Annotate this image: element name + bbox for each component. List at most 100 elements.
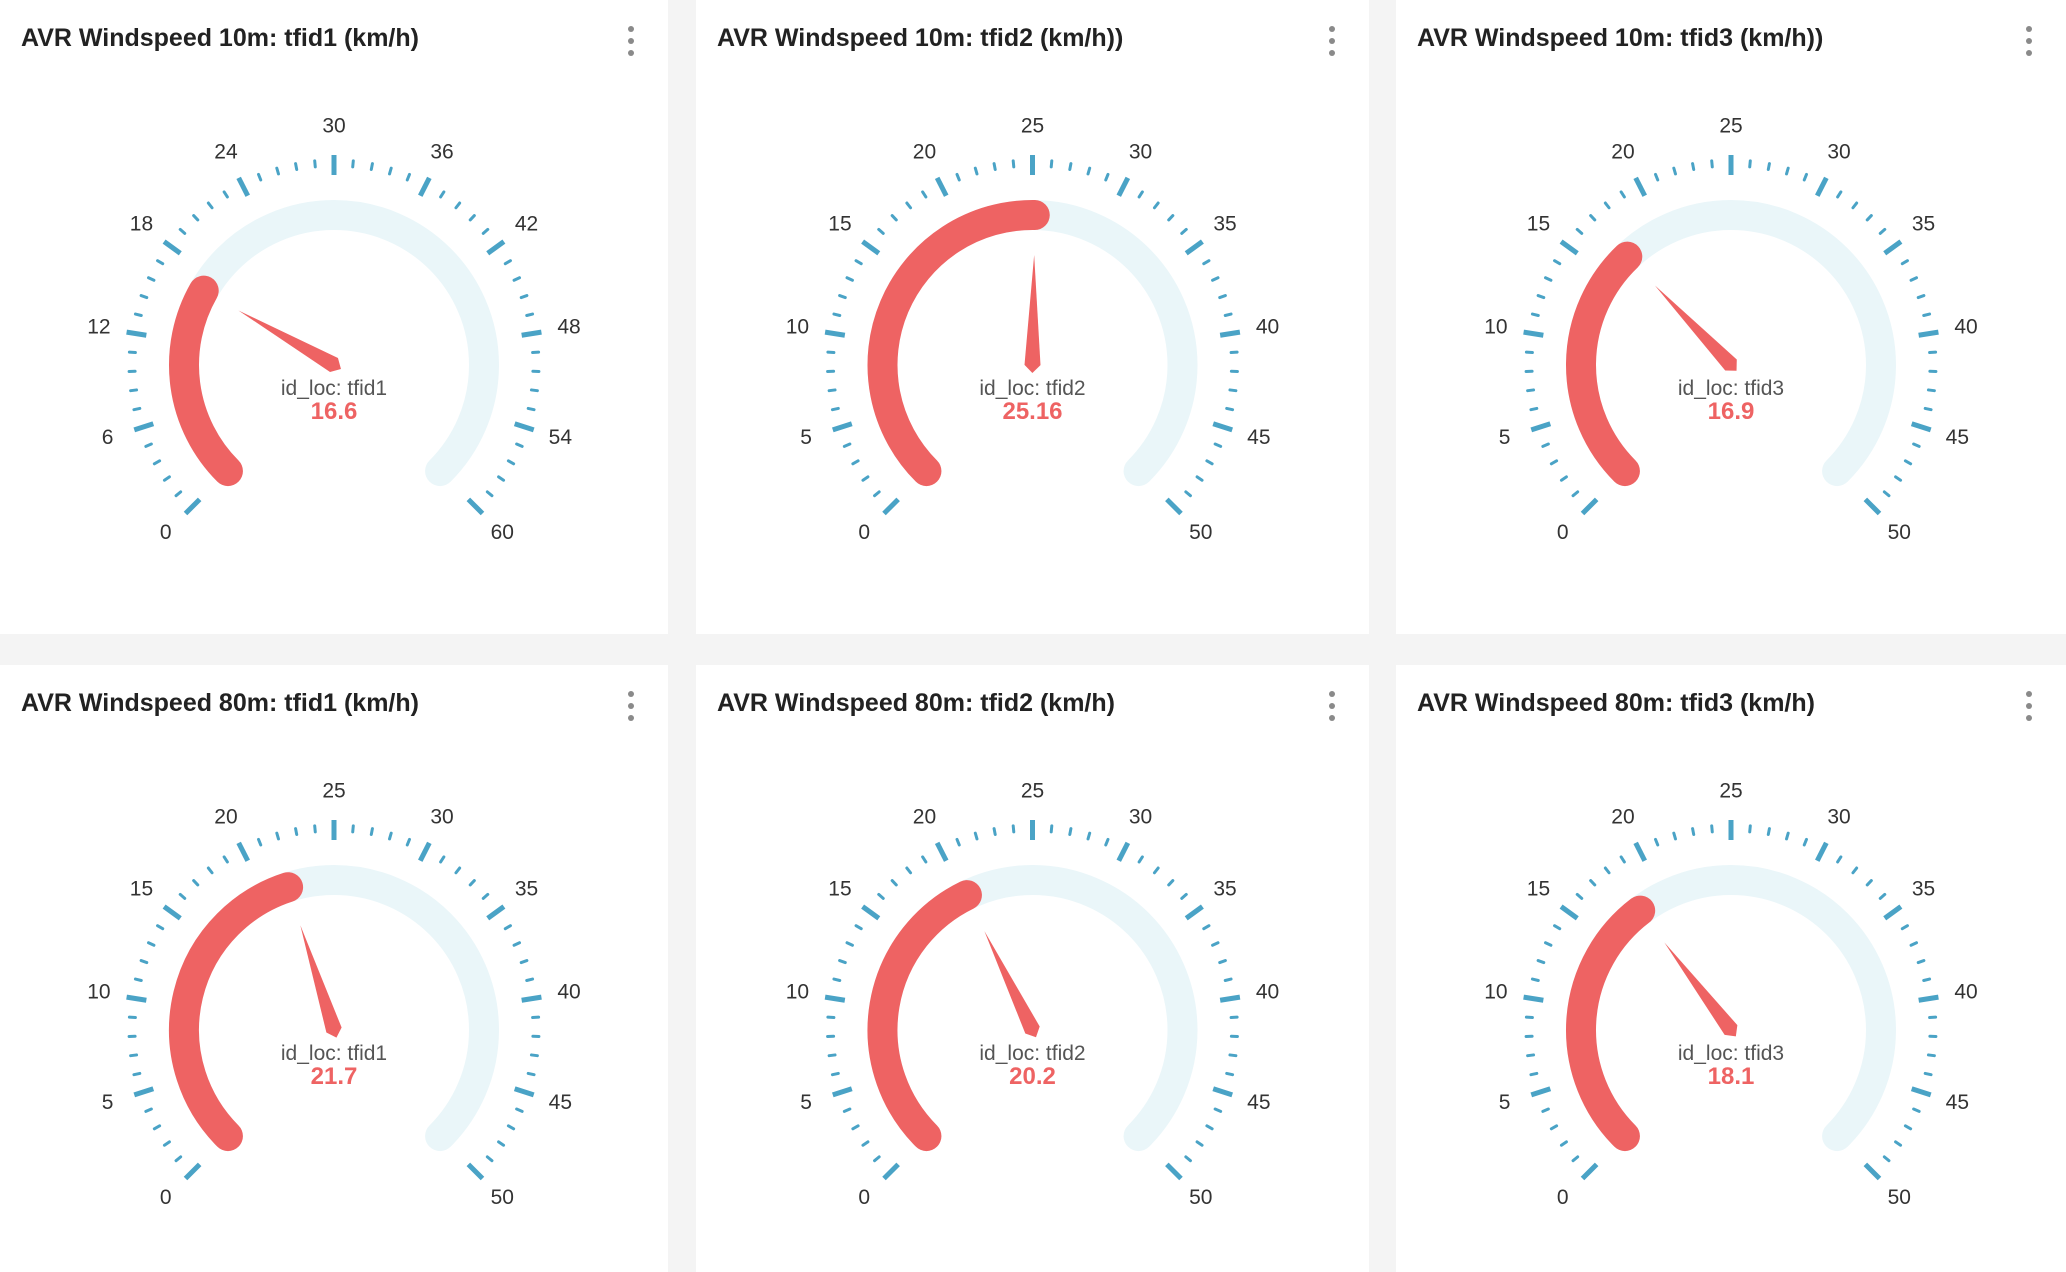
gauge-tick-label: 45: [1946, 426, 1969, 449]
gauge-major-tick: [1863, 1162, 1882, 1181]
gauge-tick-label: 20: [1611, 805, 1634, 828]
gauge-minor-tick: [206, 201, 214, 210]
gauge-caption: id_loc: tfid3: [1678, 377, 1784, 400]
gauge-tick-label: 45: [549, 1091, 572, 1114]
gauge-minor-tick: [1530, 977, 1540, 983]
gauge-minor-tick: [1923, 1071, 1933, 1077]
gauge-major-tick: [1580, 497, 1599, 516]
panel-menu-button[interactable]: [1323, 691, 1341, 721]
panel-title: AVR Windspeed 80m: tfid2 (km/h): [717, 689, 1115, 717]
gauge-minor-tick: [1211, 276, 1220, 282]
gauge-minor-tick: [257, 172, 263, 182]
gauge-minor-tick: [1213, 1107, 1223, 1113]
gauge-tick-label: 40: [557, 980, 580, 1003]
gauge-minor-tick: [1878, 892, 1887, 900]
gauge-minor-tick: [192, 214, 200, 222]
gauge-minor-tick: [1619, 855, 1626, 864]
gauge-minor-tick: [174, 1155, 183, 1163]
gauge-minor-tick: [1922, 977, 1932, 983]
gauge-minor-tick: [1553, 924, 1562, 931]
gauge-minor-tick: [156, 259, 165, 266]
gauge-panel-10m-tfid1: AVR Windspeed 10m: tfid1 (km/h) 0 6 12 18 24…: [0, 0, 668, 634]
gauge-minor-tick: [1916, 959, 1926, 965]
gauge-minor-tick: [1922, 312, 1932, 318]
panel-title: AVR Windspeed 80m: tfid3 (km/h): [1417, 689, 1815, 717]
gauge-tick-label: 15: [828, 878, 851, 901]
gauge-minor-tick: [1559, 1140, 1568, 1147]
gauge-major-tick: [513, 1086, 535, 1098]
gauge-minor-tick: [468, 879, 476, 887]
gauge-minor-tick: [1184, 1155, 1192, 1163]
gauge-major-tick: [1633, 841, 1647, 862]
gauge-tick-label: 5: [1499, 426, 1511, 449]
gauge-tick-label: 5: [800, 426, 812, 449]
gauge-minor-tick: [1571, 1155, 1580, 1163]
gauge-tick-label: 20: [913, 140, 936, 163]
gauge-minor-tick: [1575, 892, 1584, 900]
gauge-tick-label: 0: [1557, 521, 1569, 544]
gauge-minor-tick: [845, 276, 854, 282]
panel-menu-button[interactable]: [2020, 691, 2038, 721]
gauge-minor-tick: [351, 159, 355, 169]
gauge-minor-tick: [1228, 1053, 1238, 1058]
gauge-minor-tick: [873, 1155, 881, 1163]
gauge-value-arc: [1566, 895, 1656, 1152]
gauge-minor-tick: [525, 312, 535, 318]
gauge-tick-label: 25: [1021, 780, 1044, 803]
gauge-minor-tick: [294, 827, 299, 837]
gauge-major-tick: [1219, 994, 1241, 1003]
gauge-minor-tick: [1926, 1053, 1936, 1058]
gauge-minor-tick: [851, 1124, 860, 1131]
gauge-tick-label: 15: [1527, 878, 1550, 901]
panel-menu-button[interactable]: [1323, 26, 1341, 56]
gauge-major-tick: [824, 994, 846, 1003]
panel-menu-button[interactable]: [622, 691, 640, 721]
gauge-minor-tick: [861, 1140, 870, 1147]
gauge-panel-80m-tfid3: AVR Windspeed 80m: tfid3 (km/h) 0 5 10 15 20…: [1396, 665, 2066, 1272]
gauge-tick-label: 30: [1129, 805, 1152, 828]
gauge-minor-tick: [845, 941, 854, 947]
gauge-minor-tick: [162, 475, 171, 482]
gauge-major-tick: [1530, 421, 1552, 433]
gauge-value-arc: [1566, 241, 1643, 487]
gauge-tick-label: 35: [1213, 213, 1236, 236]
gauge-tick-label: 18: [130, 213, 153, 236]
gauge-minor-tick: [827, 388, 837, 393]
gauge-major-tick: [1883, 904, 1903, 921]
panel-menu-button[interactable]: [2020, 26, 2038, 56]
gauge-minor-tick: [515, 442, 524, 448]
gauge-minor-tick: [178, 892, 187, 900]
gauge-needle: [1654, 285, 1737, 371]
gauge-value-label: 20.2: [1009, 1063, 1056, 1090]
gauge-minor-tick: [1225, 1071, 1235, 1077]
gauge-minor-tick: [1137, 855, 1144, 864]
gauge-needle: [300, 925, 342, 1038]
gauge-minor-tick: [1167, 879, 1175, 887]
gauge-tick-label: 40: [1256, 980, 1279, 1003]
gauge-minor-tick: [1223, 312, 1233, 318]
gauge-major-tick: [1212, 1086, 1233, 1098]
gauge-tick-label: 5: [800, 1091, 812, 1114]
gauge-minor-tick: [1589, 214, 1597, 222]
gauge-minor-tick: [1526, 1053, 1536, 1058]
panel-title: AVR Windspeed 10m: tfid1 (km/h): [21, 24, 419, 52]
gauge-value-label: 18.1: [1708, 1063, 1755, 1090]
gauge-tick-label: 15: [1527, 213, 1550, 236]
gauge-minor-tick: [861, 475, 870, 482]
gauge-minor-tick: [838, 959, 847, 965]
panel-menu-button[interactable]: [622, 26, 640, 56]
gauge-minor-tick: [1851, 866, 1859, 875]
gauge-minor-tick: [827, 1053, 837, 1058]
gauge-value-arc: [169, 275, 243, 487]
gauge-minor-tick: [519, 959, 529, 965]
gauge-tick-label: 35: [1213, 878, 1236, 901]
gauge-major-tick: [1165, 1162, 1183, 1181]
gauge-minor-tick: [1529, 1071, 1539, 1077]
gauge-caption: id_loc: tfid2: [979, 377, 1085, 400]
gauge-minor-tick: [842, 442, 852, 448]
gauge-minor-tick: [178, 227, 187, 235]
gauge-major-tick: [1883, 239, 1903, 256]
gauge-minor-tick: [854, 924, 863, 931]
gauge-major-tick: [1559, 904, 1579, 921]
gauge-minor-tick: [526, 406, 536, 412]
